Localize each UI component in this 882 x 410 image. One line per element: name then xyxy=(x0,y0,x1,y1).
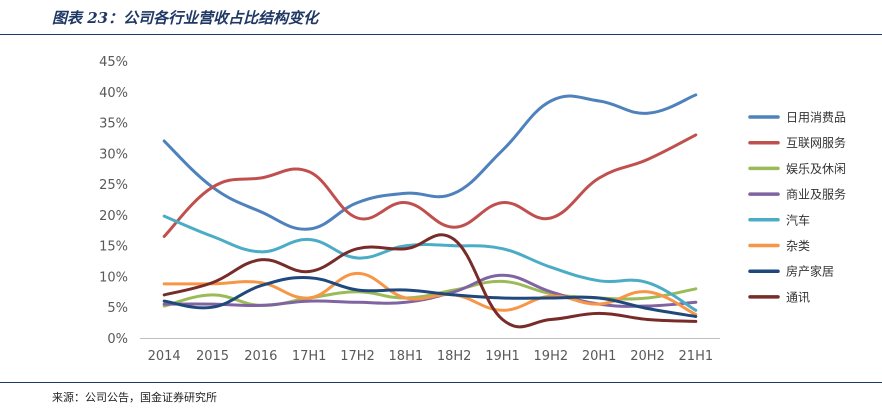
y-tick-label: 45% xyxy=(99,55,128,70)
x-tick-label: 21H1 xyxy=(679,349,714,364)
legend-label: 杂类 xyxy=(786,239,810,253)
series-line-2 xyxy=(162,133,698,238)
x-tick-label: 20H2 xyxy=(630,349,665,364)
y-tick-label: 5% xyxy=(107,301,128,316)
x-tick-label: 19H2 xyxy=(534,349,569,364)
series-lines xyxy=(162,93,698,329)
series-line-8 xyxy=(162,233,698,329)
y-tick-label: 10% xyxy=(99,270,128,285)
x-tick-label: 2014 xyxy=(148,349,181,364)
x-tick-label: 18H2 xyxy=(437,349,472,364)
footer-divider xyxy=(0,382,882,383)
axes: 0% 5% 10% 15% 20% 25% 30% 35% 40% 45% 2014 2015 2016… xyxy=(99,55,720,364)
x-tick-label: 20H1 xyxy=(582,349,617,364)
series-line-7 xyxy=(162,276,698,318)
x-tick-label: 2015 xyxy=(196,349,229,364)
legend-label: 娱乐及休闲 xyxy=(786,162,846,176)
y-tick-label: 35% xyxy=(99,117,128,132)
x-tick-label: 17H1 xyxy=(292,349,327,364)
x-tick-label: 18H1 xyxy=(389,349,424,364)
y-tick-label: 40% xyxy=(99,86,128,101)
source-note: 来源：公司公告，国金证券研究所 xyxy=(52,391,217,404)
legend-label: 通讯 xyxy=(786,290,810,304)
x-tick-label: 17H2 xyxy=(340,349,375,364)
legend-label: 商业及服务 xyxy=(786,187,846,202)
x-tick-label: 2016 xyxy=(244,349,277,364)
legend-label: 汽车 xyxy=(786,212,810,227)
x-tick-label: 19H1 xyxy=(485,349,520,364)
legend-label: 日用消费品 xyxy=(786,111,846,125)
y-tick-label: 25% xyxy=(99,178,128,193)
y-tick-label: 15% xyxy=(99,240,128,255)
legend-label: 房产家居 xyxy=(786,264,834,279)
y-tick-label: 20% xyxy=(99,209,128,224)
title-bar: 图表 23：公司各行业营收占比结构变化 xyxy=(0,0,882,35)
y-tick-label: 0% xyxy=(107,332,128,347)
figure-title: 图表 23：公司各行业营收占比结构变化 xyxy=(52,9,319,27)
series-line-5 xyxy=(162,214,698,312)
y-tick-label: 30% xyxy=(99,147,128,162)
series-line-6 xyxy=(162,271,698,317)
legend-label: 互联网服务 xyxy=(786,135,846,150)
series-line-1 xyxy=(162,93,698,231)
